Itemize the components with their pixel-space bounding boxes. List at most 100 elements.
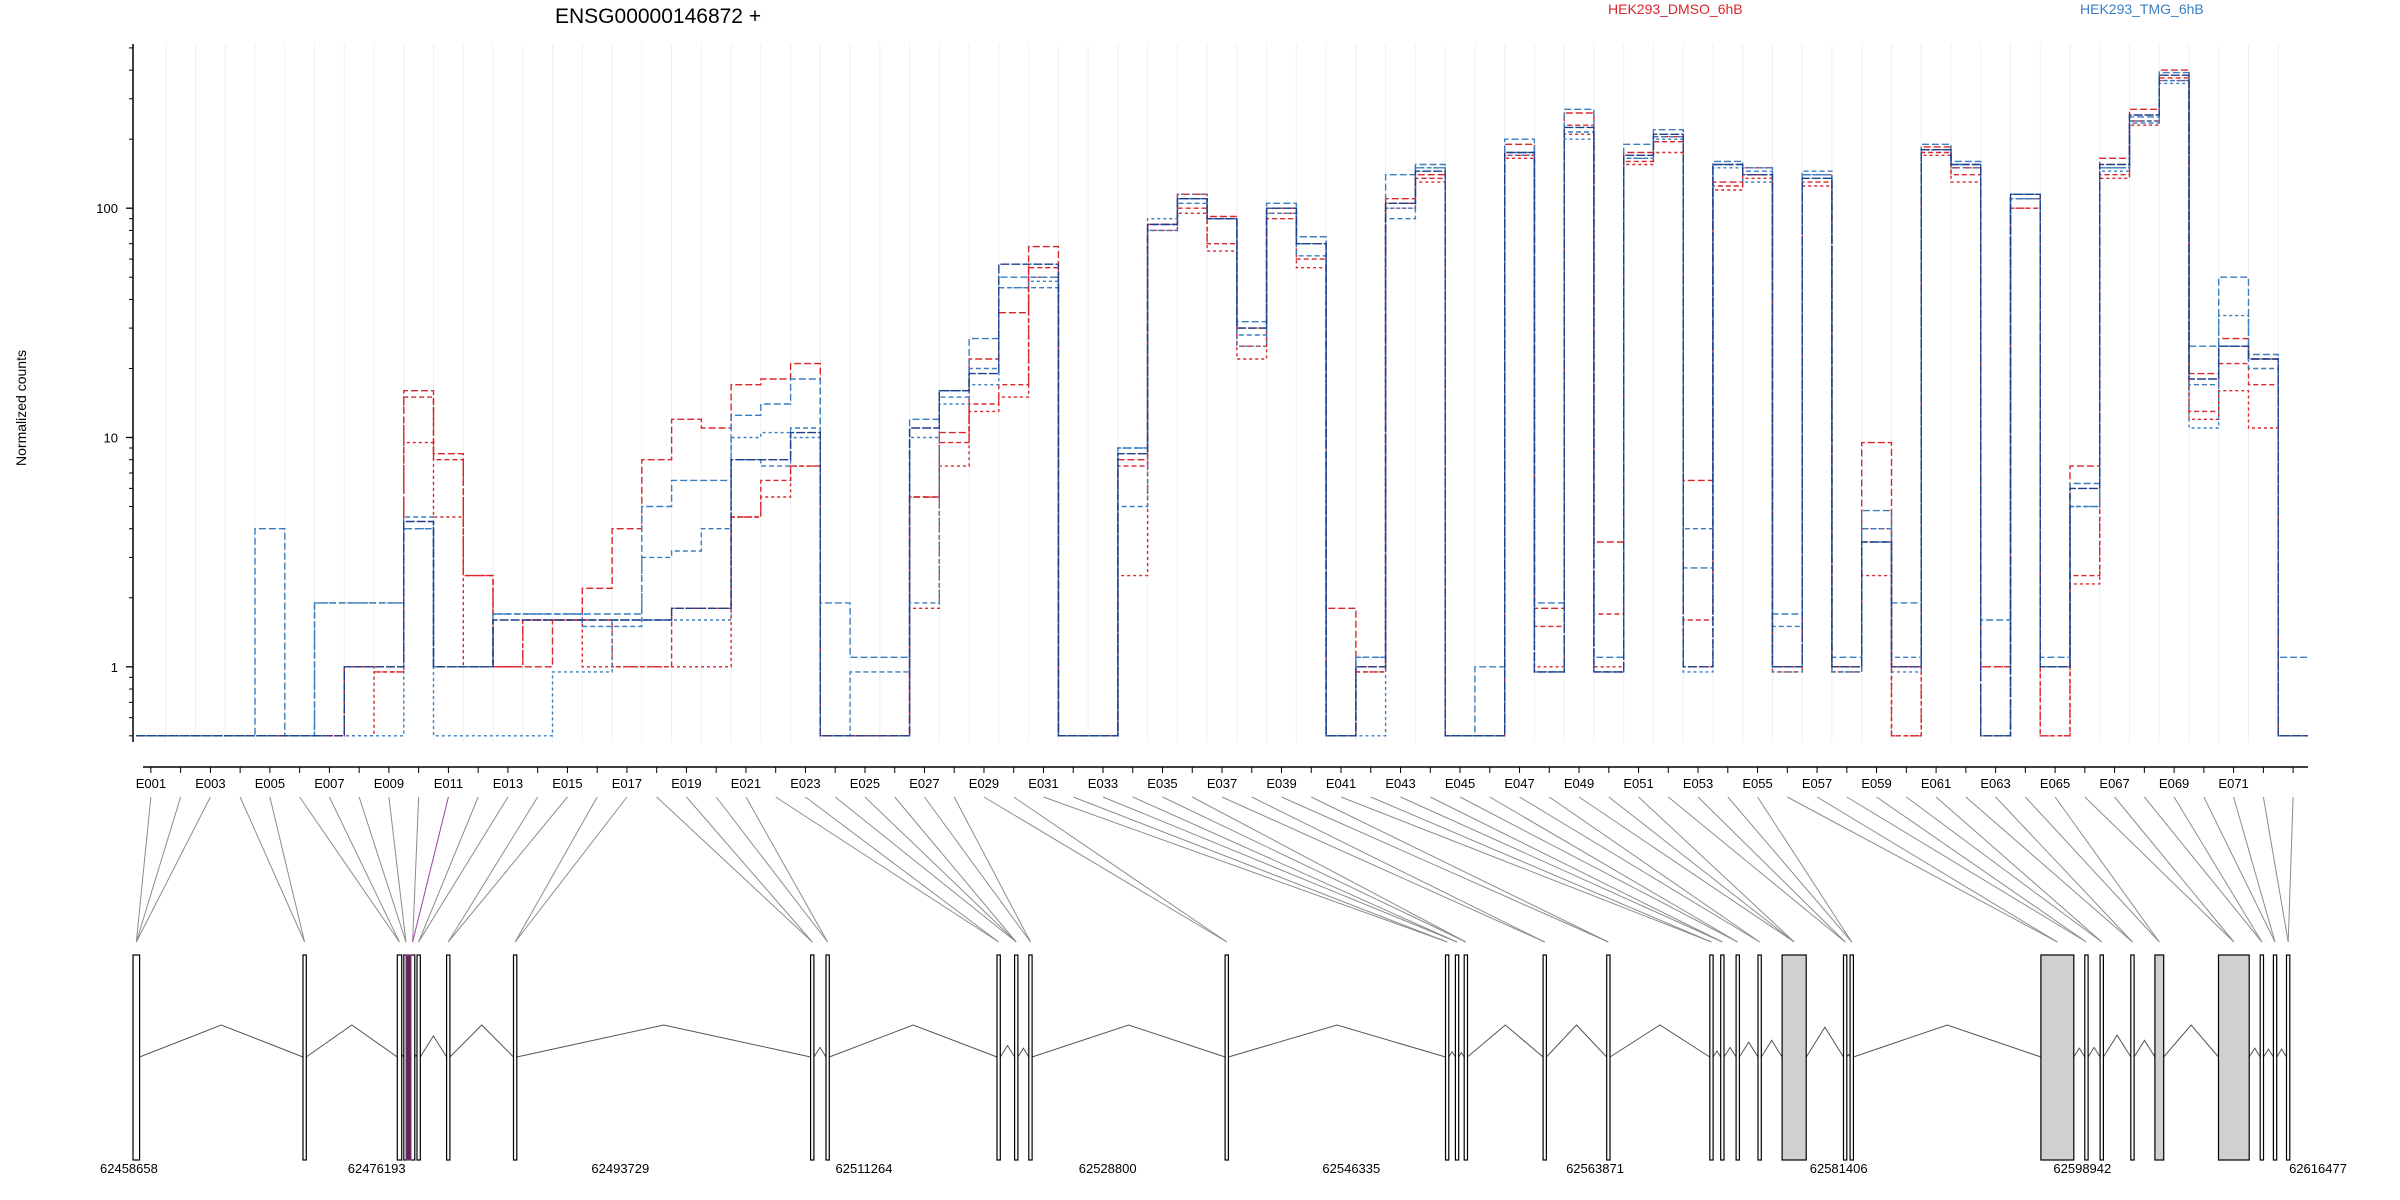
exon-box	[2040, 954, 2075, 1161]
genomic-coordinate-axis: 62458658 62476193 62493729 62511264 62528800…	[100, 1161, 2347, 1176]
exon-box	[1542, 954, 1547, 1161]
exon-connector	[1162, 796, 1467, 943]
exon-connector	[1459, 796, 1738, 943]
exon-connector	[1400, 796, 1723, 943]
exon-connector	[1846, 796, 2087, 943]
intron-line	[139, 1024, 304, 1058]
exon-connector	[1697, 796, 1846, 943]
exon-connector	[269, 796, 306, 943]
exon-connector	[1489, 796, 1738, 943]
exon-connector	[1251, 796, 1545, 943]
exon-tick-label: E041	[1326, 776, 1356, 791]
exon-box	[2285, 954, 2291, 1161]
exon-connector	[1667, 796, 1846, 943]
exon-connector	[2084, 796, 2235, 943]
genomic-coordinate-label: 62476193	[348, 1161, 406, 1176]
intron-line	[449, 1024, 514, 1058]
intron-line	[1017, 1047, 1030, 1058]
exon-connector	[775, 796, 999, 943]
exon-connector	[1221, 796, 1545, 943]
y-tick-label: 100	[96, 201, 118, 216]
series-line-tmg-6	[136, 82, 2308, 737]
exon-connector	[924, 796, 1031, 943]
intron-line	[1031, 1024, 1226, 1058]
intron-line	[2087, 1046, 2101, 1058]
exon-connector	[1935, 796, 2103, 943]
exon-connector	[2024, 796, 2160, 943]
exon-connector	[1043, 796, 1448, 943]
exon-connector	[1549, 796, 1760, 943]
exon-connector	[1876, 796, 2087, 943]
y-axis-label: Normalized counts	[13, 350, 29, 466]
intron-line	[2073, 1047, 2086, 1058]
intron-line	[1712, 1049, 1722, 1058]
exon-tick-label: E055	[1742, 776, 1772, 791]
intron-line	[419, 1034, 448, 1058]
y-axis: 1 10 100	[96, 44, 134, 742]
series-line-tmg-5	[136, 79, 2308, 737]
exon-connector-lines	[135, 796, 2294, 943]
exon-box	[2272, 954, 2278, 1161]
exon-box	[1757, 954, 1762, 1161]
exon-box	[2130, 954, 2135, 1161]
intron-line	[999, 1044, 1016, 1058]
genomic-coordinate-label: 62511264	[836, 1161, 893, 1176]
exon-tick-label: E043	[1385, 776, 1415, 791]
exon-tick-label: E023	[790, 776, 820, 791]
exon-connector	[1340, 796, 1712, 943]
intron-line	[516, 1024, 811, 1058]
exon-connector	[1727, 796, 1853, 943]
exon-connector	[656, 796, 813, 943]
exon-connector	[514, 796, 628, 943]
highlighted-exon	[405, 954, 412, 1161]
exon-tick-label: E021	[731, 776, 761, 791]
genomic-coordinate-label: 62546335	[1322, 1161, 1380, 1176]
exon-connector	[1995, 796, 2133, 943]
exon-tick-label: E035	[1147, 776, 1177, 791]
exon-tick-label: E071	[2218, 776, 2248, 791]
exon-box	[1606, 954, 1611, 1161]
intron-line	[1760, 1039, 1783, 1058]
exon-tick-label: E005	[255, 776, 285, 791]
exon-axis: E001 E003 E005 E007 E009 E011 E013 E015 E017 E019…	[136, 766, 2308, 791]
exon-connector	[447, 796, 568, 943]
exon-tick-label: E059	[1861, 776, 1891, 791]
exon-box	[1709, 954, 1714, 1161]
exon-connector	[239, 796, 306, 943]
exon-box	[1444, 954, 1450, 1161]
y-tick-label: 1	[111, 660, 118, 675]
exon-tick-label: E017	[612, 776, 642, 791]
intron-line	[1853, 1024, 2042, 1058]
intron-line	[2276, 1048, 2287, 1058]
exon-tick-label: E057	[1802, 776, 1832, 791]
series-line-dmso-3	[136, 79, 2308, 737]
intron-line	[1467, 1024, 1544, 1058]
exon-connector	[715, 796, 828, 943]
intron-line	[1609, 1024, 1711, 1058]
exon-connector	[1638, 796, 1795, 943]
exon-box	[1463, 954, 1469, 1161]
exon-tick-label: E045	[1445, 776, 1475, 791]
exon-connector	[514, 796, 598, 943]
exon-connector	[328, 796, 400, 943]
exon-connector	[1816, 796, 2058, 943]
exon-box	[2099, 954, 2105, 1161]
exon-tick-label: E009	[374, 776, 404, 791]
exon-tick-label: E027	[909, 776, 939, 791]
exon-connector	[1430, 796, 1723, 943]
exon-connector	[745, 796, 829, 943]
exon-tick-label: E025	[850, 776, 880, 791]
genomic-coordinate-label: 62528800	[1079, 1161, 1137, 1176]
exon-box	[1224, 954, 1229, 1161]
exon-connector	[1132, 796, 1458, 943]
exon-box	[1735, 954, 1740, 1161]
exon-grid	[165, 44, 2279, 742]
exon-box	[2217, 954, 2250, 1161]
intron-line	[1458, 1051, 1465, 1058]
exon-tick-label: E007	[314, 776, 344, 791]
exon-connector	[1578, 796, 1795, 943]
exon-connector	[358, 796, 407, 943]
exon-tick-label: E053	[1683, 776, 1713, 791]
intron-line	[2102, 1034, 2132, 1058]
